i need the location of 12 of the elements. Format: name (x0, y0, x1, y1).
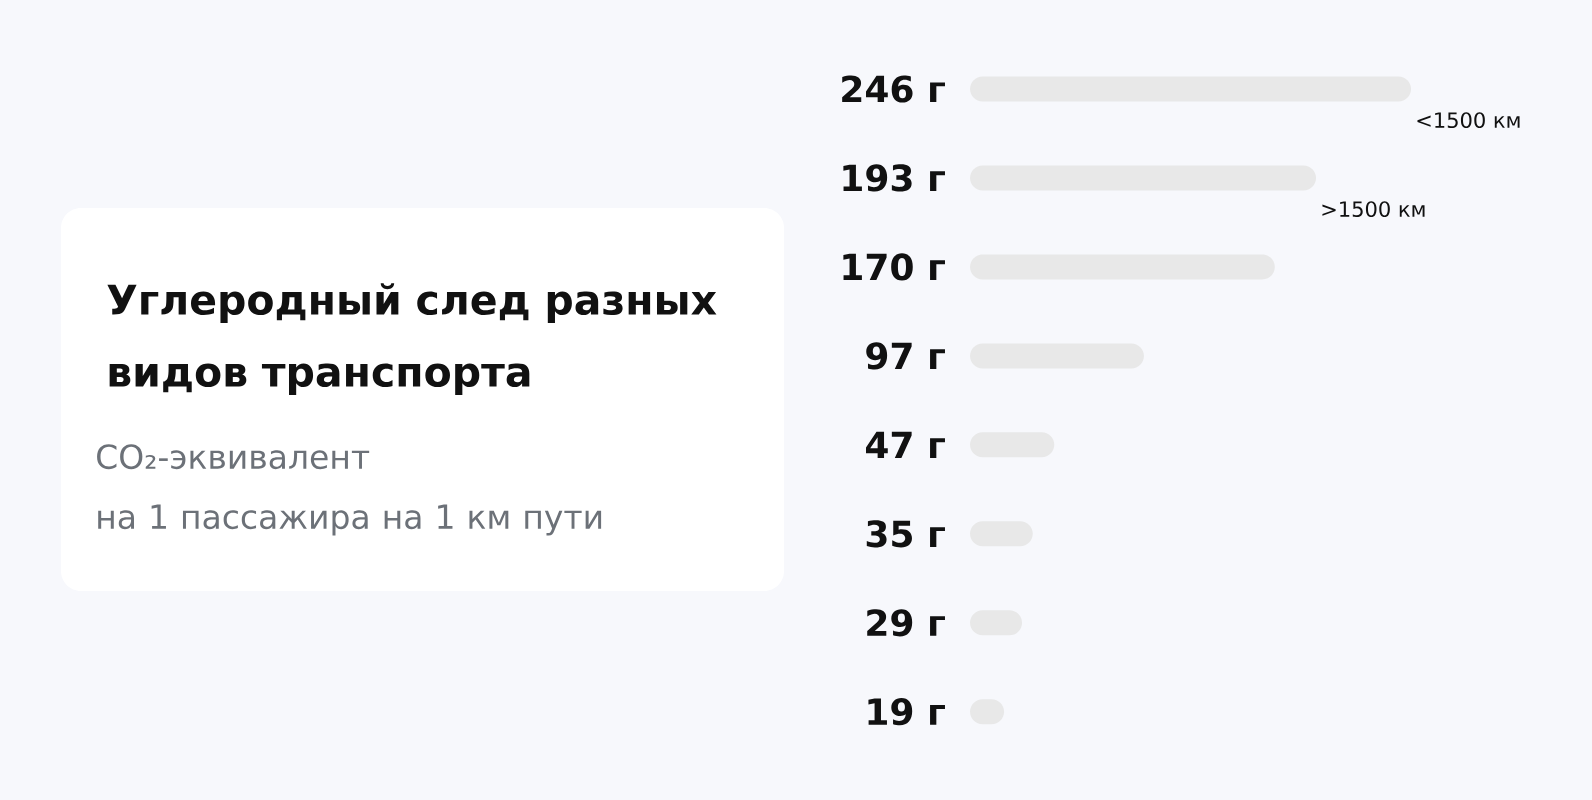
data-label: 97 г (866, 342, 945, 370)
data-label: 19 г (868, 698, 945, 726)
y-tick-label: >1500 км (1322, 201, 1425, 218)
text: Углеродный след разных видов транспорта (107, 283, 717, 396)
data-label: 47 г (866, 431, 945, 458)
data-label: 193 г (843, 164, 945, 192)
data-label: 35 г (866, 520, 945, 548)
data-label: 170 г (843, 253, 945, 281)
data-label: 29 г (867, 609, 945, 637)
data-label: 246 г (842, 75, 945, 103)
y-tick-label: <1500 км (1417, 112, 1520, 129)
text: CO₂-эквивалент на 1 пассажира на 1 км пути (97, 444, 602, 536)
